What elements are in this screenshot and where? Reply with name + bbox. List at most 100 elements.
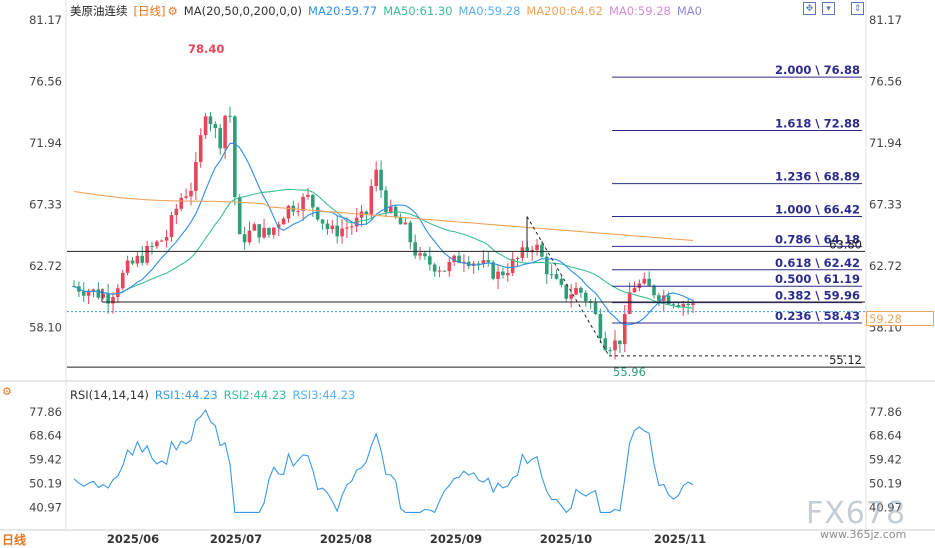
rsi-settings-icon[interactable]: ⚙ [2, 385, 12, 398]
candle-body [432, 264, 437, 272]
rsi-tick-left: 77.86 [29, 405, 62, 419]
candle-body [676, 305, 681, 308]
candle-body [510, 258, 515, 273]
candle-body [564, 284, 569, 299]
fib-level-label: 1.618 \ 72.88 [775, 116, 860, 130]
candle-body [116, 288, 120, 298]
candle-body [535, 244, 539, 250]
candle-body [325, 223, 330, 230]
candle-body [574, 287, 578, 295]
ma50-label: MA50:61.30 [383, 4, 453, 18]
candle-body [252, 224, 257, 231]
candle-body [340, 228, 344, 237]
candle-body [496, 271, 500, 279]
candle-body [213, 124, 218, 129]
candle-body [306, 194, 310, 197]
rsi-tick-right: 68.64 [869, 429, 902, 443]
candle-body [223, 115, 227, 149]
candle-body [384, 190, 388, 213]
candle-body [428, 256, 432, 265]
fib-level-label: 0.618 \ 62.42 [775, 256, 860, 270]
candle-body [505, 272, 510, 276]
candle-body [398, 216, 403, 225]
ma20-label: MA20:59.77 [308, 4, 378, 18]
ma200-label: MA200:64.62 [526, 4, 603, 18]
candle-body [603, 338, 608, 351]
fib-level-label: 0.382 \ 59.96 [775, 289, 860, 303]
candle-body [652, 285, 656, 296]
price-tick-right: 71.94 [869, 136, 902, 150]
candle-body [101, 293, 106, 298]
dropdown-icon[interactable]: ▾ [822, 2, 835, 15]
candle-body [403, 222, 408, 225]
price-tick-right: 67.33 [869, 197, 902, 211]
candle-body [691, 303, 695, 306]
candle-body [145, 245, 149, 263]
candle-body [164, 237, 169, 241]
candle-body [130, 260, 135, 264]
rsi-tick-left: 59.42 [29, 453, 62, 467]
candle-body [671, 304, 676, 306]
candle-body [203, 116, 208, 136]
candle-body [486, 260, 491, 263]
candle-body [364, 211, 369, 215]
candle-body [681, 304, 686, 308]
rsi-tick-left: 68.64 [29, 429, 62, 443]
price-tick-left: 76.56 [29, 74, 62, 88]
candle-body [208, 116, 213, 125]
candle-body [179, 197, 184, 209]
candle-body [262, 227, 266, 238]
fib-level-label: 0.500 \ 61.19 [775, 272, 860, 286]
candle-body [111, 297, 115, 304]
candle-body [369, 186, 374, 215]
rsi-tick-right: 50.19 [869, 476, 902, 490]
fib-level-label: 2.000 \ 76.88 [775, 63, 860, 77]
rsi-tick-right: 77.86 [869, 405, 902, 419]
candle-body [81, 291, 86, 296]
collapse-icon[interactable]: ⇕ [851, 2, 864, 15]
candle-body [476, 263, 481, 265]
candle-body [281, 218, 286, 225]
candle-body [686, 304, 690, 306]
time-tick-label: 2025/11 [654, 532, 706, 546]
candle-body [559, 278, 564, 285]
candle-body [257, 224, 262, 238]
ma-params-label[interactable]: MA(20,50,0,200,0,0) [183, 4, 303, 18]
watermark-site: www.365jz.com [820, 528, 907, 541]
price-tick-right: 62.72 [869, 259, 902, 273]
price-tick-left: 71.94 [29, 136, 62, 150]
timeframe-label[interactable]: [日线] [133, 4, 166, 18]
rsi-params-label[interactable]: RSI(14,14,14) [70, 388, 149, 402]
settings-icon[interactable]: ⚙ [167, 4, 178, 18]
timeframe-footer[interactable]: 日线 [2, 533, 27, 547]
time-tick-label: 2025/07 [210, 532, 262, 546]
candle-body [515, 257, 520, 259]
candle-body [237, 197, 242, 235]
candle-body [501, 271, 505, 276]
move-tool-icon[interactable]: ✥ [803, 2, 816, 15]
candle-body [330, 225, 335, 230]
resistance-label: 63.80 [829, 237, 862, 251]
candle-body [286, 205, 291, 219]
candle-body [296, 210, 301, 212]
fib-level-label: 0.236 \ 58.43 [775, 309, 860, 323]
ma0-label-c: MA0 [676, 4, 702, 18]
candle-body [413, 242, 417, 256]
candle-body [228, 115, 232, 117]
candle-body [657, 295, 661, 301]
candle-body [408, 222, 413, 243]
candle-body [120, 272, 125, 289]
candle-body [544, 256, 549, 275]
candle-body [618, 340, 622, 345]
time-tick-label: 2025/10 [540, 532, 592, 546]
candle-body [86, 291, 91, 296]
candle-body [345, 227, 349, 229]
symbol-name[interactable]: 美原油连续 [70, 4, 128, 18]
fib-level-label: 1.000 \ 66.42 [775, 203, 860, 217]
candle-body [540, 244, 544, 257]
candle-body [389, 206, 393, 213]
candle-body [627, 292, 632, 315]
candle-body [198, 135, 203, 162]
candle-body [96, 289, 101, 298]
